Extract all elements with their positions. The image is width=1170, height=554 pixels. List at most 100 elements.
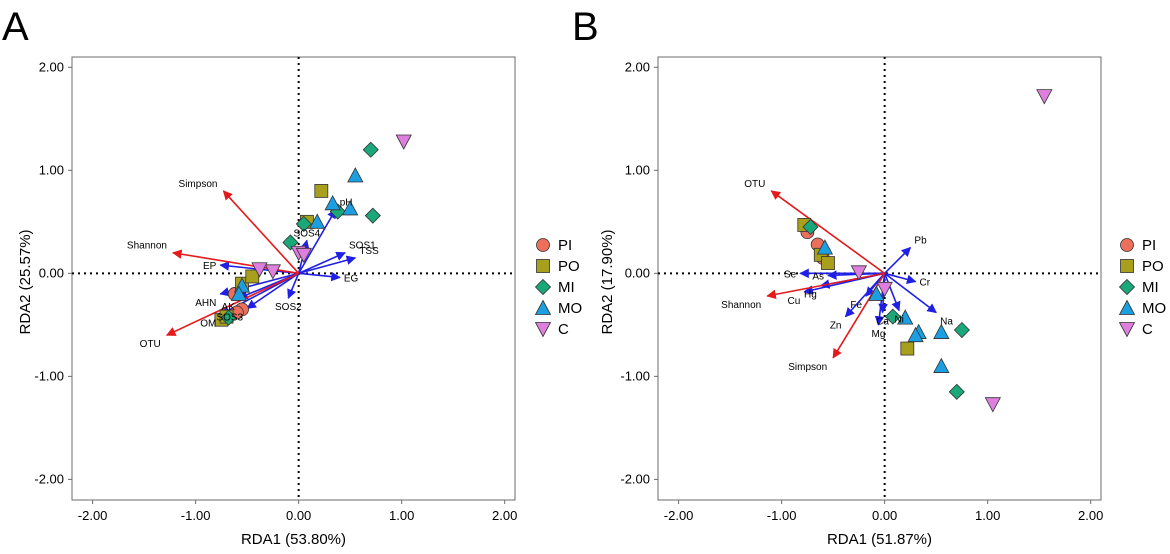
panel-b-y-tick-label: -2.00 xyxy=(620,471,650,486)
panel-a-vector-label-ep: EP xyxy=(203,261,217,272)
panel-a-legend-key-mi xyxy=(534,278,552,296)
panel-b: B -2.00 -1.00 0.00 1.00 2.00 2.00 1.00 0.00 -1.0… xyxy=(572,5,1166,548)
panel-b-vector-label-hg: Hg xyxy=(804,290,817,301)
panel-a-legend-label-pi: PI xyxy=(558,237,572,254)
panel-a-legend-key-mo xyxy=(534,299,552,315)
panel-b-legend-label-mo: MO xyxy=(1142,300,1166,317)
panel-b-point-mi xyxy=(802,218,819,236)
panel-b-point-mi xyxy=(884,308,901,325)
panel-b-vector-label-zn: Zn xyxy=(830,321,842,332)
panel-a-vector-ph xyxy=(297,208,337,274)
panel-a-legend-label-mo: MO xyxy=(558,300,582,317)
panel-a-y-axis-title: RDA2 (25.57%) xyxy=(17,229,34,334)
panel-b-vector-label-pb: Pb xyxy=(914,236,927,247)
panel-a-letter: A xyxy=(2,5,29,49)
panel-a-y-tick-label: 2.00 xyxy=(39,59,64,74)
panel-b-legend-key-c xyxy=(1118,322,1136,338)
panel-a-vector-label-ahn: AHN xyxy=(195,298,216,309)
panel-a-plot-frame xyxy=(71,56,516,501)
panel-a-vector-sos2 xyxy=(287,273,300,299)
panel-a-vector-sos3 xyxy=(246,272,300,310)
panel-b-vector-label-fe: Fe xyxy=(850,300,862,311)
panel-b-vector-label-na: Na xyxy=(940,316,953,327)
panel-a-y-tick-label: -2.00 xyxy=(34,471,64,486)
panel-b-vector-label-simpson: Simpson xyxy=(788,362,827,373)
panel-a-y-tick-label: -1.00 xyxy=(34,368,64,383)
panel-a-point-c xyxy=(395,134,412,150)
panel-a-vector-shannon xyxy=(172,249,299,275)
panel-b-plot-layer: -2.00 -1.00 0.00 1.00 2.00 2.00 1.00 0.00 -1.00 -… xyxy=(620,57,1103,523)
panel-b-y-tick-label: 2.00 xyxy=(625,59,650,74)
panel-a-vector-label-otu: OTU xyxy=(140,339,161,350)
panel-a-legend-key-po xyxy=(536,259,550,273)
panel-b-vector-ni xyxy=(883,273,901,312)
panel-a-point-mo xyxy=(309,213,326,229)
panel-a-point-po xyxy=(245,269,260,284)
panel-b-vector-label-otu: OTU xyxy=(744,179,765,190)
panel-b-legend-key-pi xyxy=(1120,238,1134,252)
panel-a-legend-label-c: C xyxy=(558,321,569,338)
panel-a-vector-sos1 xyxy=(298,251,346,275)
panel-b-point-c xyxy=(1036,89,1053,105)
panel-a-vector-tss xyxy=(298,255,357,275)
panel-b-legend-label-mi: MI xyxy=(1142,279,1159,296)
panel-a-vector-label-sos4: SOS4 xyxy=(294,228,321,239)
panel-b-x-tick-label: -1.00 xyxy=(767,508,797,523)
panel-a-vector-label-shannon: Shannon xyxy=(127,241,167,252)
panel-a-point-mi xyxy=(364,207,381,224)
panel-b-vector-shannon xyxy=(766,272,885,300)
panel-b-x-tick-label: -2.00 xyxy=(664,508,694,523)
panel-b-vector-label-as: As xyxy=(812,271,824,282)
panel-a-legend-label-po: PO xyxy=(558,258,580,275)
panel-a-vector-eg xyxy=(298,271,341,282)
panel-b-legend: PI PO MI MO C xyxy=(1118,237,1166,338)
panel-a-point-c xyxy=(251,262,268,278)
panel-a-vector-label-om: OM xyxy=(200,319,216,330)
panel-a: A -2.00 -1.00 0.00 1.00 2.00 2.00 1.00 0.00 -1.0… xyxy=(2,5,582,548)
panel-b-x-tick-label: 0.00 xyxy=(872,508,897,523)
panel-a-vector-label-sos2: SOS2 xyxy=(275,302,302,313)
panel-b-y-tick-label: 0.00 xyxy=(625,265,650,280)
panel-a-point-po xyxy=(314,184,329,198)
panel-b-point-po xyxy=(821,256,835,270)
panel-b-vector-cr xyxy=(884,272,917,285)
panel-b-legend-key-po xyxy=(1120,259,1134,273)
panel-b-x-axis-title: RDA1 (51.87%) xyxy=(827,531,932,548)
panel-a-vector-label-ph: pH xyxy=(340,197,353,208)
panel-b-x-tick-label: 2.00 xyxy=(1078,508,1103,523)
panel-a-x-tick-label: -1.00 xyxy=(181,508,211,523)
panel-a-point-mi xyxy=(220,309,237,326)
panel-b-point-mo xyxy=(933,323,950,339)
panel-b-y-tick-label: -1.00 xyxy=(620,368,650,383)
panel-b-point-mo xyxy=(868,285,885,301)
panel-b-point-c xyxy=(876,281,893,298)
panel-a-point-mi xyxy=(295,215,312,232)
panel-b-vector-otu xyxy=(770,190,886,274)
panel-a-x-tick-label: 1.00 xyxy=(389,508,414,523)
panel-a-point-mo xyxy=(341,200,359,216)
panel-b-letter: B xyxy=(572,5,599,49)
panel-a-point-c xyxy=(295,247,312,264)
panel-b-y-axis-title: RDA2 (17.90%) xyxy=(599,229,616,334)
panel-a-x-tick-label: -2.00 xyxy=(78,508,108,523)
panel-a-x-tick-label: 2.00 xyxy=(492,508,517,523)
panel-b-point-mo xyxy=(816,239,834,255)
panel-b-legend-key-mi xyxy=(1118,278,1136,296)
panel-b-point-mo xyxy=(907,326,924,343)
panel-a-point-mo xyxy=(324,194,341,211)
panel-a-vector-label-sos3: SOS3 xyxy=(216,312,243,323)
panel-b-vector-label-ni: Ni xyxy=(894,314,903,325)
panel-b-plot-frame xyxy=(657,56,1102,501)
panel-a-vector-otu xyxy=(165,272,299,336)
panel-b-vector-pb xyxy=(884,246,912,274)
panel-a-point-mo xyxy=(230,285,248,301)
panel-b-vector-zn xyxy=(844,272,886,318)
panel-b-point-c xyxy=(850,265,868,281)
panel-b-vector-label-cu: Cu xyxy=(787,296,800,307)
panel-a-vector-label-sos1: SOS1 xyxy=(349,241,376,252)
panel-a-vector-simpson xyxy=(222,190,300,274)
panel-b-vector-label-se: Se xyxy=(784,269,797,280)
panel-a-point-c xyxy=(264,264,282,280)
panel-a-y-tick-label: 1.00 xyxy=(39,162,64,177)
